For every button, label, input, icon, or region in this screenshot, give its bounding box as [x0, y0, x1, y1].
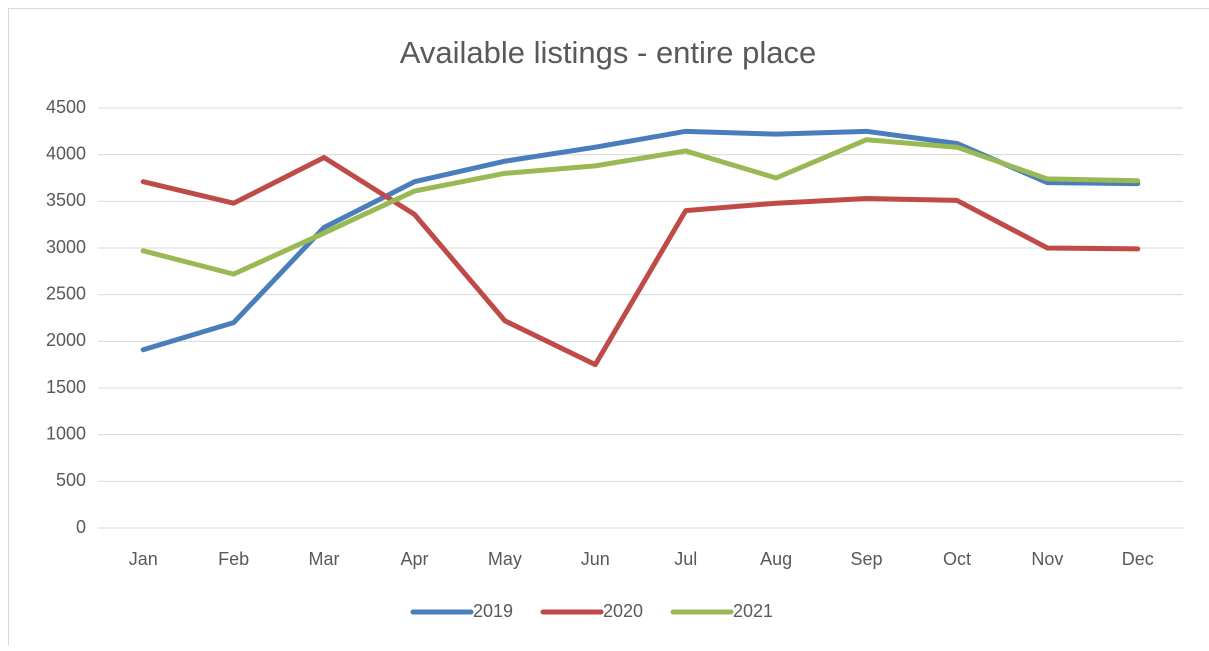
- series-line: [143, 140, 1138, 274]
- y-tick-label: 4500: [46, 97, 86, 117]
- x-tick-label: Aug: [760, 549, 792, 569]
- y-tick-label: 2000: [46, 330, 86, 350]
- y-tick-label: 500: [56, 470, 86, 490]
- x-tick-label: May: [488, 549, 522, 569]
- y-tick-label: 0: [76, 517, 86, 537]
- x-tick-label: Apr: [400, 549, 428, 569]
- y-tick-label: 4000: [46, 143, 86, 163]
- x-tick-label: Mar: [309, 549, 340, 569]
- x-tick-label: Feb: [218, 549, 249, 569]
- x-tick-label: Jun: [581, 549, 610, 569]
- x-tick-label: Dec: [1122, 549, 1154, 569]
- legend-label: 2020: [603, 601, 643, 621]
- y-tick-label: 1000: [46, 423, 86, 443]
- legend-label: 2021: [733, 601, 773, 621]
- chart-title: Available listings - entire place: [400, 35, 816, 70]
- x-tick-label: Oct: [943, 549, 971, 569]
- y-tick-label: 1500: [46, 377, 86, 397]
- x-tick-label: Sep: [851, 549, 883, 569]
- x-tick-label: Nov: [1031, 549, 1063, 569]
- series-line: [143, 131, 1138, 349]
- y-tick-label: 2500: [46, 283, 86, 303]
- x-tick-label: Jul: [674, 549, 697, 569]
- legend-label: 2019: [473, 601, 513, 621]
- x-tick-label: Jan: [129, 549, 158, 569]
- y-tick-label: 3500: [46, 190, 86, 210]
- y-tick-label: 3000: [46, 237, 86, 257]
